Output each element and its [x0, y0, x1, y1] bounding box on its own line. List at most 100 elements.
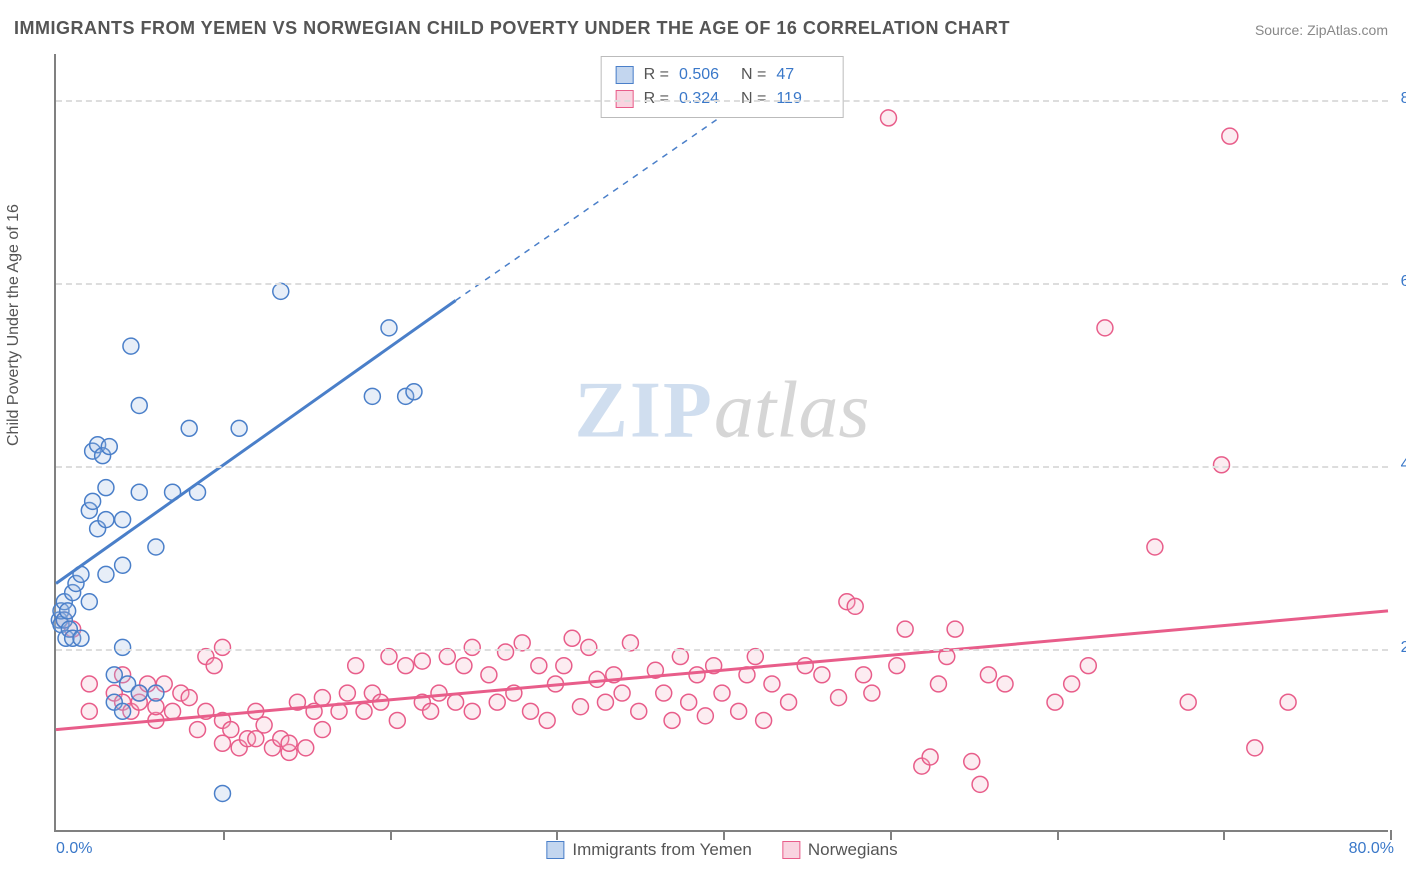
scatter-point [1280, 694, 1296, 710]
scatter-point [539, 712, 555, 728]
scatter-point [85, 493, 101, 509]
bottom-legend-item-2: Norwegians [782, 840, 898, 860]
scatter-point [223, 722, 239, 738]
grid-line [56, 100, 1388, 102]
scatter-point [997, 676, 1013, 692]
scatter-point [389, 712, 405, 728]
x-tick [390, 830, 392, 840]
x-tick [556, 830, 558, 840]
scatter-point [531, 658, 547, 674]
scatter-point [697, 708, 713, 724]
scatter-point [348, 658, 364, 674]
scatter-point [498, 644, 514, 660]
scatter-point [339, 685, 355, 701]
scatter-point [1222, 128, 1238, 144]
scatter-point [572, 699, 588, 715]
scatter-point [489, 694, 505, 710]
scatter-point [356, 703, 372, 719]
scatter-point [831, 690, 847, 706]
scatter-plot-svg [56, 54, 1388, 830]
scatter-point [314, 690, 330, 706]
scatter-point [797, 658, 813, 674]
scatter-point [256, 717, 272, 733]
chart-title: IMMIGRANTS FROM YEMEN VS NORWEGIAN CHILD… [14, 18, 1010, 39]
scatter-point [181, 690, 197, 706]
scatter-point [364, 388, 380, 404]
scatter-point [381, 649, 397, 665]
x-tick [890, 830, 892, 840]
x-min-label: 0.0% [56, 840, 92, 858]
grid-line [56, 283, 1388, 285]
scatter-point [1247, 740, 1263, 756]
scatter-point [98, 512, 114, 528]
x-tick [1057, 830, 1059, 840]
scatter-point [181, 420, 197, 436]
scatter-point [581, 639, 597, 655]
x-tick [1223, 830, 1225, 840]
y-tick-label: 20.0% [1401, 639, 1406, 657]
scatter-point [523, 703, 539, 719]
scatter-point [922, 749, 938, 765]
r-label: R = [644, 63, 669, 87]
scatter-point [597, 694, 613, 710]
grid-line [56, 649, 1388, 651]
bottom-legend-label-1: Immigrants from Yemen [572, 840, 752, 860]
n-value-1: 47 [776, 63, 828, 87]
x-tick [223, 830, 225, 840]
scatter-point [897, 621, 913, 637]
y-axis-label: Child Poverty Under the Age of 16 [5, 204, 23, 446]
scatter-point [764, 676, 780, 692]
scatter-point [298, 740, 314, 756]
scatter-point [81, 703, 97, 719]
scatter-point [464, 639, 480, 655]
scatter-point [81, 594, 97, 610]
trend-line-norwegians [56, 611, 1388, 730]
scatter-point [847, 598, 863, 614]
n-label: N = [741, 63, 766, 87]
scatter-point [964, 754, 980, 770]
scatter-point [439, 649, 455, 665]
scatter-point [1180, 694, 1196, 710]
stats-legend-box: R = 0.506 N = 47 R = 0.324 N = 119 [601, 56, 844, 118]
scatter-point [481, 667, 497, 683]
scatter-point [756, 712, 772, 728]
bottom-swatch-blue [546, 841, 564, 859]
scatter-point [115, 512, 131, 528]
bottom-legend-item-1: Immigrants from Yemen [546, 840, 752, 860]
scatter-point [215, 786, 231, 802]
bottom-legend-label-2: Norwegians [808, 840, 898, 860]
scatter-point [1080, 658, 1096, 674]
scatter-point [456, 658, 472, 674]
scatter-point [215, 639, 231, 655]
scatter-point [1214, 457, 1230, 473]
scatter-point [980, 667, 996, 683]
scatter-point [131, 685, 147, 701]
scatter-point [381, 320, 397, 336]
scatter-point [406, 384, 422, 400]
scatter-point [314, 722, 330, 738]
scatter-point [101, 439, 117, 455]
scatter-point [414, 653, 430, 669]
scatter-point [864, 685, 880, 701]
scatter-point [681, 694, 697, 710]
scatter-point [281, 735, 297, 751]
scatter-point [464, 703, 480, 719]
scatter-point [131, 398, 147, 414]
scatter-point [564, 630, 580, 646]
scatter-point [1064, 676, 1080, 692]
scatter-point [972, 776, 988, 792]
scatter-point [73, 630, 89, 646]
scatter-point [115, 557, 131, 573]
scatter-point [889, 658, 905, 674]
x-max-label: 80.0% [1349, 840, 1394, 858]
scatter-point [747, 649, 763, 665]
scatter-point [148, 539, 164, 555]
scatter-point [1097, 320, 1113, 336]
y-tick-label: 80.0% [1401, 90, 1406, 108]
scatter-point [689, 667, 705, 683]
source-label: Source: ZipAtlas.com [1255, 22, 1388, 38]
scatter-point [731, 703, 747, 719]
stats-legend-row-1: R = 0.506 N = 47 [616, 63, 829, 87]
y-tick-label: 60.0% [1401, 273, 1406, 291]
scatter-point [714, 685, 730, 701]
